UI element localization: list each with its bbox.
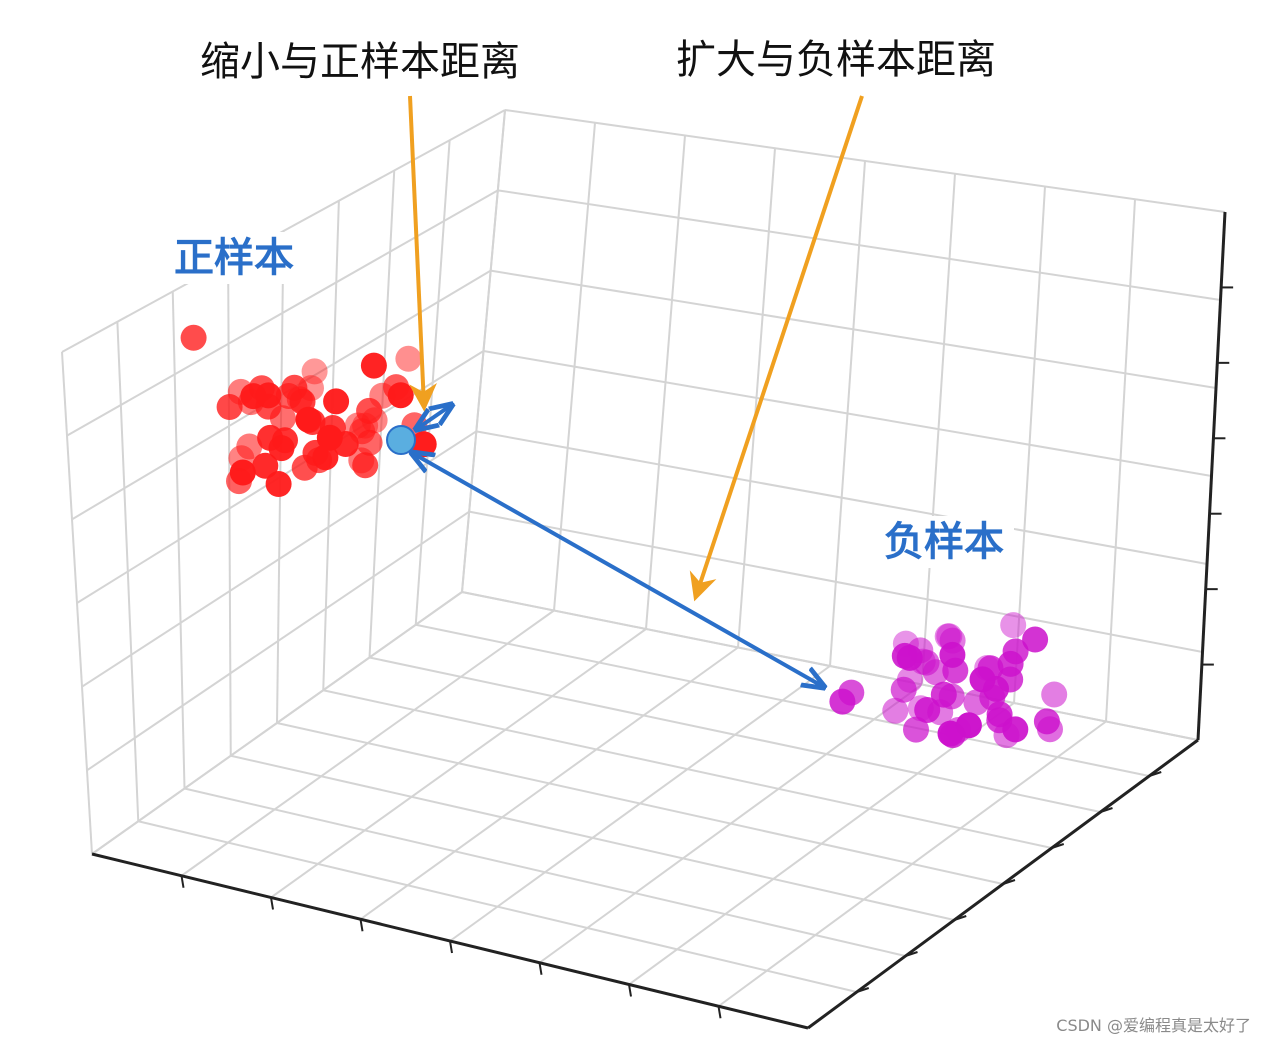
positive-sample-point (360, 352, 387, 379)
grid-line (230, 754, 955, 921)
positive-sample-point (323, 388, 350, 415)
negative-sample-point (955, 712, 982, 739)
negative-sample-point (1022, 626, 1049, 653)
grid-line (468, 510, 1203, 653)
axis-tick (538, 962, 543, 975)
grid-line (497, 189, 1221, 301)
grid-line (323, 689, 1052, 849)
negative-sample-point (903, 716, 929, 743)
z-axis (1196, 211, 1227, 741)
pull-pointer-arrow (408, 95, 437, 412)
anchor-negative-distance-arrow (414, 454, 822, 686)
axis-tick (717, 1006, 722, 1019)
positive-label: 正样本 (164, 232, 304, 284)
positive-sample-point (265, 471, 292, 497)
positive-sample-point (229, 459, 256, 486)
negative-sample-point (1002, 716, 1029, 743)
grid-line (276, 722, 1004, 885)
axis-tick (449, 940, 453, 954)
grid-line (138, 820, 857, 993)
positive-sample-point (312, 444, 339, 471)
axis-tick (1148, 771, 1162, 777)
positive-sample-point (252, 452, 279, 479)
positive-sample-point (240, 383, 267, 410)
grid-line (61, 109, 506, 353)
grid-line (504, 109, 1226, 213)
positive-sample-point (236, 433, 263, 460)
positive-sample-point (356, 429, 383, 456)
grid-line (476, 430, 1208, 565)
anchor-positive-distance-arrow (418, 406, 450, 428)
positive-sample-point (316, 424, 343, 451)
negative-sample-point (969, 666, 996, 693)
negative-sample-point (890, 676, 917, 703)
push-pointer-arrow (689, 95, 864, 602)
axis-tick (953, 915, 967, 921)
negative-sample-point (930, 681, 957, 708)
grid-line (86, 510, 470, 772)
negative-sample-point (914, 697, 941, 723)
grid-line (483, 350, 1212, 477)
grid-line (66, 189, 499, 437)
grid-line (461, 591, 1199, 741)
axis-tick (1002, 879, 1016, 885)
positive-sample-point (295, 406, 322, 433)
negative-sample-point (1033, 708, 1060, 735)
negative-label: 负样本 (874, 516, 1014, 568)
negative-sample-point (997, 650, 1024, 677)
positive-sample-point (268, 435, 295, 462)
anchor-point (386, 425, 416, 455)
axis-tick (270, 897, 274, 910)
positive-sample-point (356, 397, 383, 424)
pull-annotation: 缩小与正样本距离 (200, 39, 520, 85)
positive-sample-point (301, 358, 328, 385)
axis-tick (1051, 843, 1065, 849)
negative-sample-point (1000, 612, 1027, 639)
positive-sample-point (216, 394, 243, 420)
axes (91, 211, 1234, 1030)
negative-sample-point (939, 641, 966, 668)
positive-sample-point (395, 345, 422, 372)
positive-sample-point (387, 382, 414, 409)
axis-tick (856, 987, 870, 993)
watermark: CSDN @爱编程真是太好了 (1056, 1016, 1251, 1035)
grid-line (81, 430, 477, 688)
positive-sample-point (180, 324, 207, 351)
positive-sample-point (352, 452, 379, 479)
axis-tick (1100, 807, 1113, 813)
negative-sample-point (829, 688, 856, 715)
negative-sample-point (882, 697, 909, 724)
axis-tick (628, 984, 632, 997)
axis-tick (180, 875, 185, 888)
negative-sample-point (896, 644, 923, 671)
negative-sample-point (1041, 681, 1068, 708)
axis-tick (359, 919, 364, 932)
grid-line (184, 787, 906, 957)
negative-cluster (829, 612, 1068, 749)
axis-tick (905, 951, 918, 957)
grid-line (490, 269, 1217, 389)
push-annotation: 扩大与负样本距离 (676, 37, 996, 83)
positive-cluster (180, 324, 437, 497)
